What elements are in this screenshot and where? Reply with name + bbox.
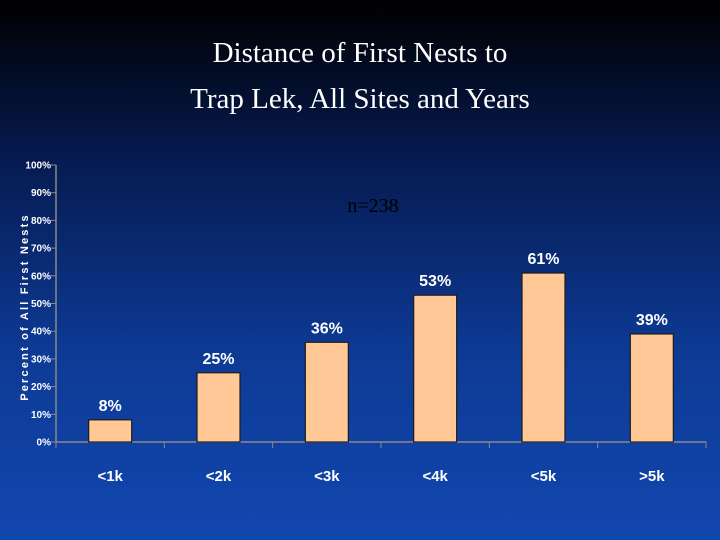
category-label-3: <3k — [314, 468, 340, 485]
bar-5 — [521, 272, 566, 443]
y-tick-label: 30% — [31, 354, 51, 365]
data-label-4: 53% — [419, 273, 451, 290]
bar-2 — [196, 372, 241, 443]
y-tick-label: 20% — [31, 382, 51, 393]
sample-size-annotation: n=238 — [347, 195, 398, 217]
y-tick-label: 70% — [31, 244, 51, 255]
y-tick-label: 90% — [31, 188, 51, 199]
category-label-5: <5k — [531, 468, 557, 485]
data-labels: 8% 25% 36% 53% 61% 39% — [99, 251, 668, 415]
bar-6 — [629, 333, 674, 443]
y-tick-label: 100% — [25, 161, 51, 172]
axes — [51, 164, 707, 448]
data-label-5: 61% — [527, 251, 559, 268]
y-tick-labels: 0% 10% 20% 30% 40% 50% 60% 70% 80% 90% 100% — [25, 161, 51, 449]
data-label-3: 36% — [311, 320, 343, 337]
y-tick-label: 50% — [31, 299, 51, 310]
slide-title-line-2: Trap Lek, All Sites and Years — [190, 83, 530, 115]
y-axis-title: Percent of All First Nests — [19, 213, 31, 401]
y-tick-label: 80% — [31, 216, 51, 227]
bars — [88, 272, 674, 443]
y-tick-label: 40% — [31, 327, 51, 338]
data-label-6: 39% — [636, 312, 668, 329]
slide-title: Distance of First Nests to Trap Lek, All… — [0, 30, 720, 122]
category-label-4: <4k — [422, 468, 448, 485]
y-tick-label: 60% — [31, 271, 51, 282]
y-tick-label: 10% — [31, 410, 51, 421]
slide-title-line-1: Distance of First Nests to — [212, 37, 508, 69]
category-label-6: >5k — [639, 468, 665, 485]
data-label-2: 25% — [202, 351, 234, 368]
category-labels: <1k <2k <3k <4k <5k >5k — [97, 468, 665, 485]
bar-3 — [304, 341, 349, 443]
bar-4 — [413, 294, 458, 443]
data-label-1: 8% — [99, 398, 122, 415]
y-tick-label: 0% — [37, 438, 52, 449]
category-label-2: <2k — [206, 468, 232, 485]
bar-1 — [88, 419, 133, 443]
category-label-1: <1k — [97, 468, 123, 485]
y-axis-title-group: Percent of All First Nests — [19, 213, 31, 401]
